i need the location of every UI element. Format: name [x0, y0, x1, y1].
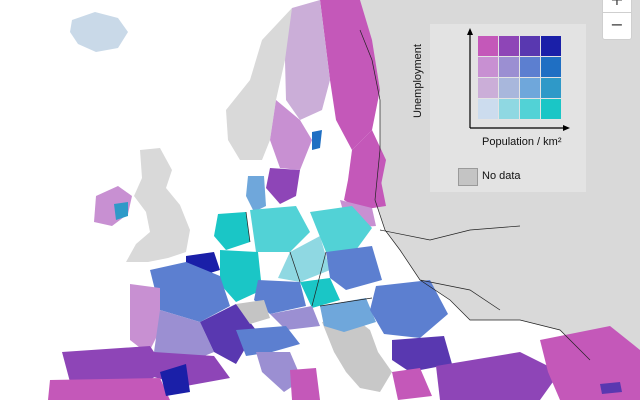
x-axis-arrowhead — [563, 125, 570, 131]
region-bulgaria — [392, 336, 452, 372]
region-italy-north — [236, 326, 300, 356]
outside-land-uk — [126, 148, 190, 262]
legend-axes — [467, 28, 570, 131]
legend-x-label: Population / km² — [482, 136, 562, 148]
legend-cell-1-3 — [541, 57, 561, 77]
region-sweden-mid — [270, 100, 312, 170]
region-france-east — [200, 304, 256, 364]
legend-cell-1-1 — [499, 57, 519, 77]
outside-land-iceland — [70, 12, 128, 52]
outside-land-balkans — [322, 316, 392, 392]
legend-y-label: Unemployment — [412, 44, 424, 118]
legend-cell-1-0 — [478, 57, 498, 77]
region-germany-west — [220, 250, 262, 302]
region-spain-madrid — [160, 364, 190, 396]
legend-grid — [478, 36, 561, 119]
region-austria — [270, 306, 320, 330]
zoom-out-button[interactable]: − — [602, 12, 632, 40]
border-lines — [245, 29, 591, 361]
legend-cell-3-1 — [499, 99, 519, 119]
region-sweden-south — [266, 168, 300, 204]
region-romania — [370, 280, 448, 338]
legend-cell-0-0 — [478, 36, 498, 56]
legend-cell-2-1 — [499, 78, 519, 98]
legend-cell-0-1 — [499, 36, 519, 56]
region-greece — [392, 368, 432, 400]
region-czechia — [300, 278, 340, 308]
region-poland-north — [310, 206, 372, 252]
region-france-west — [130, 284, 160, 354]
region-france-north — [150, 262, 230, 322]
region-germany-north — [250, 206, 310, 252]
region-netherlands — [214, 212, 250, 250]
outside-land-norway — [226, 8, 300, 160]
legend-cell-2-3 — [541, 78, 561, 98]
region-france-center — [154, 310, 214, 366]
region-spain-north — [62, 346, 166, 386]
legend-cell-0-2 — [520, 36, 540, 56]
legend-cell-2-0 — [478, 78, 498, 98]
region-italy-south — [290, 368, 320, 400]
legend-cell-1-2 — [520, 57, 540, 77]
no-data-swatch — [458, 168, 478, 186]
region-ireland-2 — [114, 202, 128, 220]
region-finland-north — [320, 0, 380, 150]
legend-cell-0-3 — [541, 36, 561, 56]
region-germany-south — [254, 280, 306, 314]
no-data-label: No data — [482, 170, 521, 182]
region-spain-south — [48, 378, 170, 400]
region-turkey-west — [436, 352, 560, 400]
region-cyprus — [600, 382, 622, 394]
region-hungary — [320, 298, 376, 332]
region-poland-south — [326, 246, 382, 290]
region-turkey-east — [540, 326, 640, 400]
legend-cell-2-2 — [520, 78, 540, 98]
region-italy-center — [256, 352, 302, 392]
legend-cell-3-2 — [520, 99, 540, 119]
region-sweden-stockholm — [312, 130, 322, 150]
legend-cell-3-0 — [478, 99, 498, 119]
region-denmark — [246, 176, 266, 212]
region-sweden-north — [285, 0, 330, 120]
legend-cell-3-3 — [541, 99, 561, 119]
y-axis-arrowhead — [467, 28, 473, 35]
region-switzerland — [236, 300, 270, 324]
region-germany-east — [278, 236, 330, 282]
